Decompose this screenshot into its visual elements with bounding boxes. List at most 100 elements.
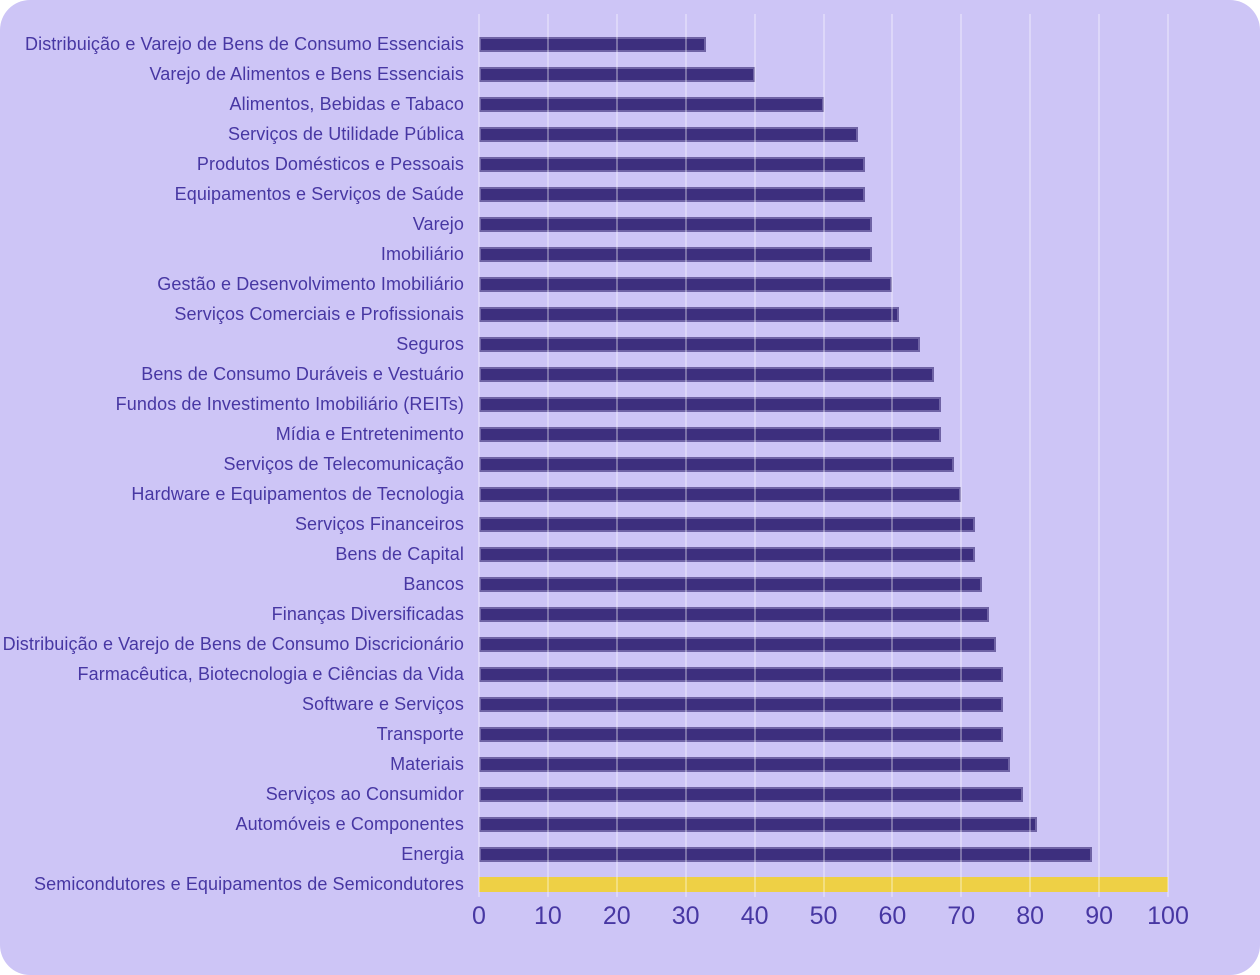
bar-track: [479, 336, 1168, 352]
category-label: Alimentos, Bebidas e Tabaco: [229, 93, 464, 114]
bar: [479, 216, 872, 232]
bar: [479, 246, 872, 262]
bar: [479, 516, 976, 532]
bar-track: [479, 246, 1168, 262]
category-label: Seguros: [396, 333, 464, 354]
bar: [479, 156, 865, 172]
chart-row: Fundos de Investimento Imobiliário (REIT…: [0, 389, 1168, 419]
chart-row: Serviços Comerciais e Profissionais: [0, 299, 1168, 329]
category-label: Energia: [401, 843, 464, 864]
bar-track: [479, 756, 1168, 772]
chart-row: Semicondutores e Equipamentos de Semicon…: [0, 869, 1168, 899]
chart-row: Serviços Financeiros: [0, 509, 1168, 539]
x-axis-tick-label: 80: [1016, 902, 1045, 930]
x-axis-tick-label: 70: [947, 902, 976, 930]
chart-row: Alimentos, Bebidas e Tabaco: [0, 89, 1168, 119]
bar: [479, 96, 824, 112]
chart-row: Materiais: [0, 749, 1168, 779]
bar-track: [479, 696, 1168, 712]
chart-row: Bens de Consumo Duráveis e Vestuário: [0, 359, 1168, 389]
chart-row: Automóveis e Componentes: [0, 809, 1168, 839]
x-axis-tick-label: 10: [533, 902, 562, 930]
category-label: Fundos de Investimento Imobiliário (REIT…: [115, 393, 464, 414]
bar-track: [479, 516, 1168, 532]
chart-row: Finanças Diversificadas: [0, 599, 1168, 629]
bar-track: [479, 726, 1168, 742]
category-label: Imobiliário: [380, 243, 464, 264]
bar-track: [479, 636, 1168, 652]
bar: [479, 486, 962, 502]
bar-track: [479, 606, 1168, 622]
bar-track: [479, 396, 1168, 412]
category-label: Automóveis e Componentes: [235, 813, 464, 834]
chart-row: Gestão e Desenvolvimento Imobiliário: [0, 269, 1168, 299]
chart-row: Serviços de Utilidade Pública: [0, 119, 1168, 149]
category-label: Serviços Comerciais e Profissionais: [174, 303, 464, 324]
bar: [479, 576, 982, 592]
bar-track: [479, 786, 1168, 802]
bar-track: [479, 486, 1168, 502]
chart-row: Distribuição e Varejo de Bens de Consumo…: [0, 29, 1168, 59]
bar: [479, 606, 989, 622]
category-label: Farmacêutica, Biotecnologia e Ciências d…: [77, 663, 464, 684]
bar: [479, 456, 955, 472]
bar-track: [479, 426, 1168, 442]
chart-row: Distribuição e Varejo de Bens de Consumo…: [0, 629, 1168, 659]
chart-row: Serviços ao Consumidor: [0, 779, 1168, 809]
x-axis-tick-label: 60: [878, 902, 907, 930]
category-label: Distribuição e Varejo de Bens de Consumo…: [25, 33, 464, 54]
category-label: Equipamentos e Serviços de Saúde: [174, 183, 464, 204]
bar-track: [479, 816, 1168, 832]
x-axis-tick-label: 30: [671, 902, 700, 930]
bar-track: [479, 186, 1168, 202]
bar: [479, 666, 1003, 682]
bar: [479, 396, 941, 412]
chart-row: Hardware e Equipamentos de Tecnologia: [0, 479, 1168, 509]
chart-row: Seguros: [0, 329, 1168, 359]
bar-track: [479, 276, 1168, 292]
bar-track: [479, 306, 1168, 322]
bar-track: [479, 66, 1168, 82]
bar-track: [479, 96, 1168, 112]
bar: [479, 756, 1010, 772]
bar: [479, 306, 900, 322]
chart-row: Imobiliário: [0, 239, 1168, 269]
chart-row: Farmacêutica, Biotecnologia e Ciências d…: [0, 659, 1168, 689]
category-label: Varejo de Alimentos e Bens Essenciais: [149, 63, 464, 84]
bar: [479, 846, 1093, 862]
category-label: Hardware e Equipamentos de Tecnologia: [131, 483, 464, 504]
x-axis-tick-label: 20: [602, 902, 631, 930]
x-axis: 0 10 20 30 40 50 60 70 80 90 100: [472, 902, 1189, 932]
chart-row: Varejo: [0, 209, 1168, 239]
bar: [479, 336, 920, 352]
bar-track: [479, 876, 1168, 892]
bar: [479, 696, 1003, 712]
chart-row: Equipamentos e Serviços de Saúde: [0, 179, 1168, 209]
bar-track: [479, 366, 1168, 382]
category-label: Transporte: [376, 723, 464, 744]
chart-row: Bens de Capital: [0, 539, 1168, 569]
bar: [479, 366, 934, 382]
category-label: Serviços Financeiros: [294, 513, 464, 534]
category-label: Produtos Domésticos e Pessoais: [196, 153, 464, 174]
bar-chart-rows: Distribuição e Varejo de Bens de Consumo…: [0, 29, 1168, 899]
bar: [479, 546, 976, 562]
x-axis-tick-label: 90: [1085, 902, 1113, 930]
bar-track: [479, 546, 1168, 562]
bar: [479, 36, 707, 52]
category-label: Distribuição e Varejo de Bens de Consumo…: [2, 633, 464, 654]
bar: [479, 426, 941, 442]
category-label: Mídia e Entretenimento: [275, 423, 464, 444]
category-label: Serviços de Utilidade Pública: [227, 123, 464, 144]
bar: [479, 186, 865, 202]
chart-row: Serviços de Telecomunicação: [0, 449, 1168, 479]
x-axis-tick-label: 50: [809, 902, 838, 930]
category-label: Serviços ao Consumidor: [265, 783, 464, 804]
category-label: Finanças Diversificadas: [271, 603, 464, 624]
bar-track: [479, 846, 1168, 862]
chart-row: Transporte: [0, 719, 1168, 749]
bar-track: [479, 456, 1168, 472]
bar: [479, 726, 1003, 742]
bar: [479, 786, 1024, 802]
chart-row: Produtos Domésticos e Pessoais: [0, 149, 1168, 179]
